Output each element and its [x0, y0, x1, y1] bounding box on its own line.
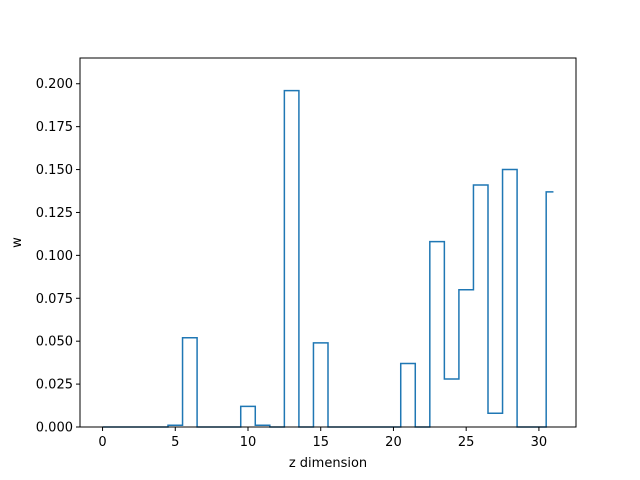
y-axis-label: w [10, 237, 25, 248]
y-tick-label: 0.050 [36, 335, 73, 350]
x-tick-label: 5 [171, 435, 179, 450]
plot-frame [79, 57, 577, 428]
x-tick-label: 0 [98, 435, 106, 450]
x-tick-label: 30 [531, 435, 548, 450]
y-tick-label: 0.200 [36, 77, 73, 92]
x-tick-label: 10 [240, 435, 257, 450]
x-tick-label: 15 [312, 435, 329, 450]
y-axis-ticks: 0.000 0.025 0.050 0.075 0.100 0.125 0.150 0.175… [36, 77, 80, 436]
y-tick-label: 0.000 [36, 421, 73, 436]
x-tick-label: 25 [458, 435, 475, 450]
y-tick-label: 0.075 [36, 292, 73, 307]
x-axis-label: z dimension [289, 456, 367, 471]
y-tick-label: 0.175 [36, 120, 73, 135]
x-tick-label: 20 [385, 435, 402, 450]
x-axis-ticks: 0 5 10 15 20 25 30 [98, 427, 547, 450]
y-tick-label: 0.100 [36, 249, 73, 264]
y-tick-label: 0.150 [36, 163, 73, 178]
y-tick-label: 0.125 [36, 206, 73, 221]
y-tick-label: 0.025 [36, 378, 73, 393]
